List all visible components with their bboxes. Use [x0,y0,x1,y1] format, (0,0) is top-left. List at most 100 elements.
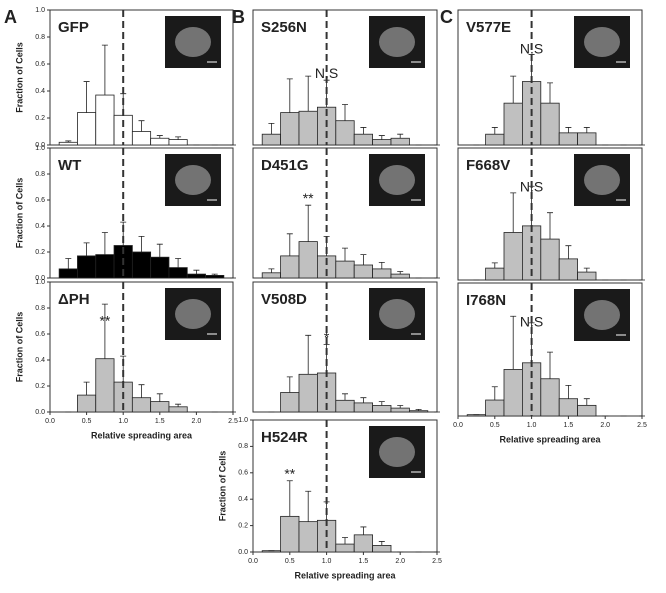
y-tick-label: 1.0 [35,7,45,14]
bar [335,399,355,413]
bar [77,394,97,413]
x-tick-label: 1.5 [564,422,574,429]
bar [540,102,560,146]
error-bar [156,393,163,402]
bar [168,406,188,413]
bar [298,110,318,146]
y-tick-label: 1.0 [35,145,45,152]
cell-image [584,165,620,195]
error-bar [286,376,293,393]
bar [261,133,282,146]
x-tick-label: 2.0 [192,418,202,425]
error-bar [175,136,182,140]
bar [390,137,410,146]
bar [131,131,152,146]
y-tick-label: 0.8 [238,443,248,450]
bar [558,132,579,146]
error-bar [360,526,367,535]
bar [95,254,115,279]
error-bar [510,315,517,370]
bar [353,402,374,413]
bar [577,271,597,281]
y-tick-label: 0.2 [238,522,248,529]
bar [77,112,97,146]
error-bar [565,385,572,399]
bar [298,241,318,279]
error-bar [397,405,404,409]
error-bar [101,232,108,255]
cell-image [584,27,620,57]
error-bar [83,242,90,256]
x-tick-label: 0.5 [82,418,92,425]
y-tick-label: 1.0 [238,417,248,424]
bar [298,373,318,413]
error-bar [397,133,404,139]
error-bar [565,127,572,133]
cell-image [379,27,415,57]
error-bar [583,398,590,406]
error-bar [360,397,367,403]
error-bar [360,254,367,265]
bar [353,133,374,146]
significance-label: ** [284,465,295,481]
error-bar [565,245,572,259]
bar [577,132,597,146]
error-bar [342,537,348,545]
error-bar [491,386,498,401]
bar [261,272,282,279]
panel-title: V577E [466,19,511,36]
x-axis-label: Relative spreading area [499,434,601,444]
error-bar [156,243,163,258]
error-bar [305,204,312,242]
error-bar [491,127,498,135]
error-bar [378,135,385,140]
error-bar [211,273,218,276]
bar [95,358,115,413]
y-tick-label: 0.0 [35,409,45,416]
y-tick-label: 0.4 [238,496,248,503]
error-bar [378,401,385,406]
bar [131,251,152,279]
x-tick-label: 0.0 [45,418,55,425]
y-tick-label: 0.2 [35,115,45,122]
cell-image [379,437,415,467]
error-bar [415,409,422,411]
panel-title: ΔPH [58,291,90,308]
error-bar [138,236,145,252]
error-bar [378,262,385,269]
x-tick-label: 2.0 [395,558,405,565]
y-tick-label: 0.4 [35,88,45,95]
y-axis-label: Fraction of Cells [217,451,227,522]
x-tick-label: 0.5 [285,558,295,565]
x-tick-label: 2.5 [228,418,238,425]
bar [540,378,560,417]
x-tick-label: 1.0 [118,418,128,425]
error-bar [583,267,590,273]
panel-title: I768N [466,292,506,309]
error-bar [101,303,108,359]
error-bar [65,140,72,143]
bar [131,397,152,413]
y-tick-label: 0.8 [35,171,45,178]
bar [503,102,523,146]
error-bar [397,271,404,275]
error-bar [547,212,553,240]
bar [485,267,505,281]
bar [150,401,170,413]
panel-title: GFP [58,19,89,36]
bar [58,141,78,146]
bar [408,410,429,413]
error-bar [305,490,312,522]
bar [503,232,523,281]
x-tick-label: 1.0 [527,422,537,429]
bar [372,268,392,279]
bar [353,264,374,279]
y-axis-label: Fraction of Cells [14,178,24,249]
bar [280,112,300,146]
error-bar [138,384,145,398]
error-bar [268,123,275,135]
error-bar [175,258,182,268]
bar [168,139,188,146]
significance-label: ** [99,313,110,329]
y-tick-label: 0.0 [35,142,45,149]
